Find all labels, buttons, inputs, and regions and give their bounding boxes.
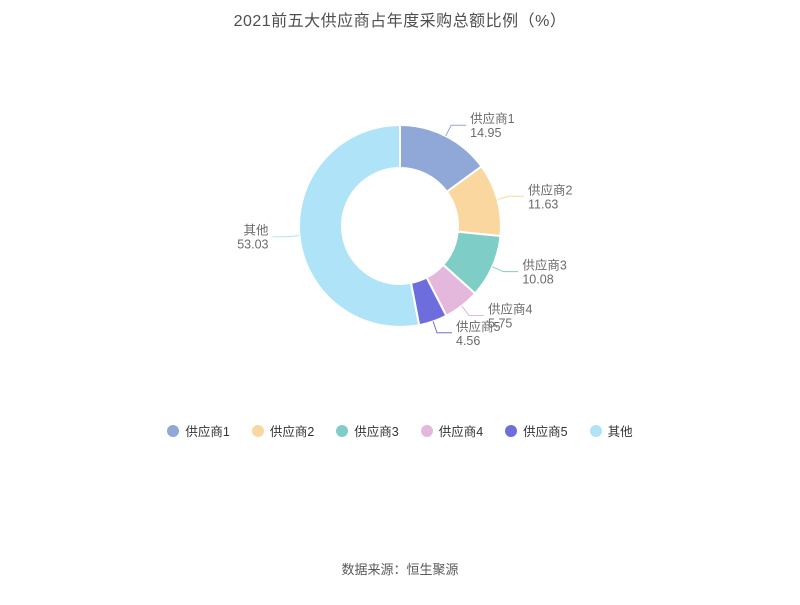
label-line-其他 [272,235,300,238]
legend-label: 供应商2 [269,425,315,439]
legend-dot [420,424,433,437]
label-line-供应商4 [461,305,485,316]
label-line-供应商3 [492,266,519,273]
legend-dot [505,424,518,437]
legend-dot [167,424,180,437]
legend-item-供应商4[interactable]: 供应商4 [420,421,484,440]
legend-item-供应商2[interactable]: 供应商2 [251,421,315,440]
label-line-供应商5 [432,321,453,334]
legend-item-供应商1[interactable]: 供应商1 [167,421,230,440]
slice-label-供应商4: 供应商4 5.75 [488,301,533,330]
slice-label-其他: 其他 53.03 [237,224,269,252]
legend-item-供应商5[interactable]: 供应商5 [505,421,568,440]
legend-item-供应商3[interactable]: 供应商3 [336,421,399,440]
legend-label: 供应商5 [523,425,568,439]
data-source: 数据来源：恒生聚源 [341,562,459,577]
legend-label: 供应商3 [354,425,399,439]
legend-label: 其他 [607,425,633,439]
slice-label-供应商3: 供应商3 10.08 [522,258,567,287]
label-line-供应商2 [497,195,525,200]
slice-label-供应商5: 供应商5 4.56 [456,319,501,348]
pie-slice-其他[interactable] [298,124,421,328]
slice-label-供应商2: 供应商2 11.63 [528,182,573,211]
legend-dot [589,424,602,437]
legend-label: 供应商4 [438,425,484,439]
slice-label-供应商1: 供应商1 14.95 [470,111,515,140]
legend-item-其他[interactable]: 其他 [589,421,633,440]
legend-label: 供应商1 [185,425,230,439]
legend-dot [336,424,349,437]
legend-dot [251,424,264,437]
chart-title: 2021前五大供应商占年度采购总额比例（%） [233,13,567,30]
label-line-供应商1 [445,124,467,137]
chart-legend: 供应商1 供应商2 供应商3 供应商4 供应商5 其他 [0,421,800,440]
